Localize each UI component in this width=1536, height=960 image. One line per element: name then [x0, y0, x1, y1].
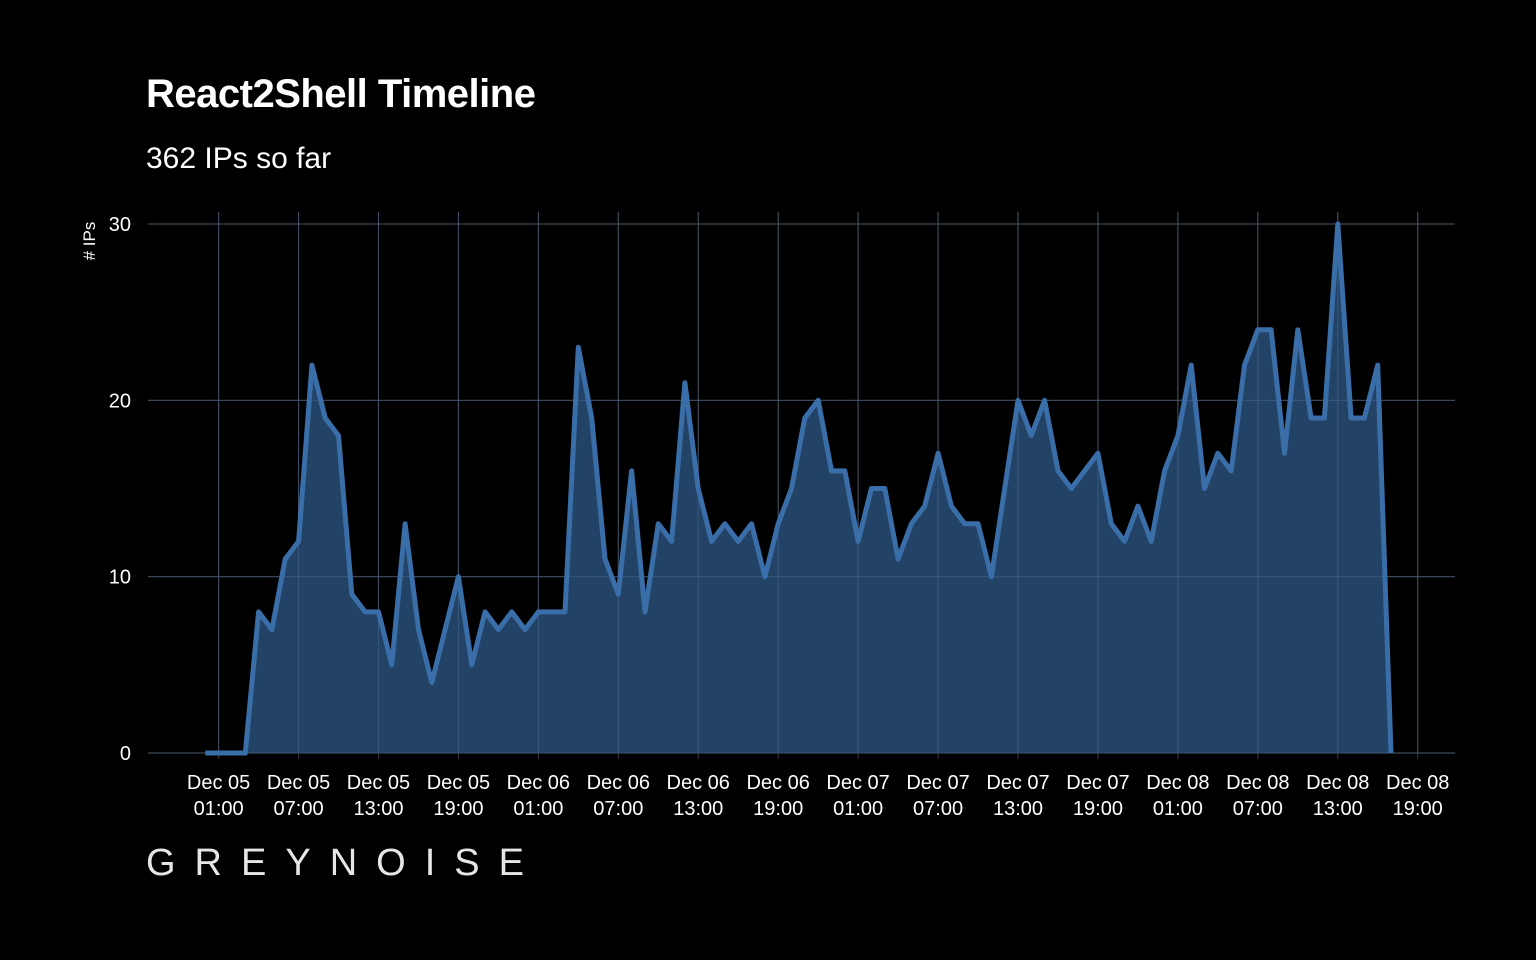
x-tick-label: Dec 06 13:00 — [667, 772, 730, 820]
x-tick-label: Dec 07 13:00 — [986, 772, 1049, 820]
greynoise-logo: GREYNOISE — [146, 842, 543, 884]
x-tick-label: Dec 07 01:00 — [826, 772, 889, 820]
x-tick-label: Dec 08 07:00 — [1226, 772, 1289, 820]
series-line — [205, 221, 1394, 756]
chart-title: React2Shell Timeline — [146, 72, 536, 116]
y-axis: 0 10 20 30 — [109, 214, 131, 765]
y-tick-label: 30 — [109, 214, 131, 236]
x-tick-label: Dec 05 13:00 — [347, 772, 410, 820]
x-tick-label: Dec 07 19:00 — [1066, 772, 1129, 820]
series-area — [148, 212, 1455, 756]
y-tick-label: 20 — [109, 390, 131, 412]
x-tick-label: Dec 05 19:00 — [427, 772, 490, 820]
y-tick-label: 10 — [109, 567, 131, 589]
y-tick-label: 0 — [120, 743, 131, 765]
x-tick-label: Dec 08 01:00 — [1146, 772, 1209, 820]
x-tick-label: Dec 08 13:00 — [1306, 772, 1369, 820]
x-tick-label: Dec 06 19:00 — [746, 772, 809, 820]
x-tick-label: Dec 08 19:00 — [1386, 772, 1449, 820]
x-tick-label: Dec 05 01:00 — [187, 772, 250, 820]
x-tick-label: Dec 05 07:00 — [267, 772, 330, 820]
x-tick-label: Dec 06 01:00 — [507, 772, 570, 820]
y-axis-label: # IPs — [80, 222, 99, 261]
x-axis: Dec 05 01:00 Dec 05 07:00 Dec 05 13:00 Dec 05 1… — [187, 772, 1449, 820]
chart-subtitle: 362 IPs so far — [146, 142, 332, 175]
area-fill — [205, 224, 1392, 753]
x-tick-label: Dec 06 07:00 — [587, 772, 650, 820]
x-tick-label: Dec 07 07:00 — [906, 772, 969, 820]
